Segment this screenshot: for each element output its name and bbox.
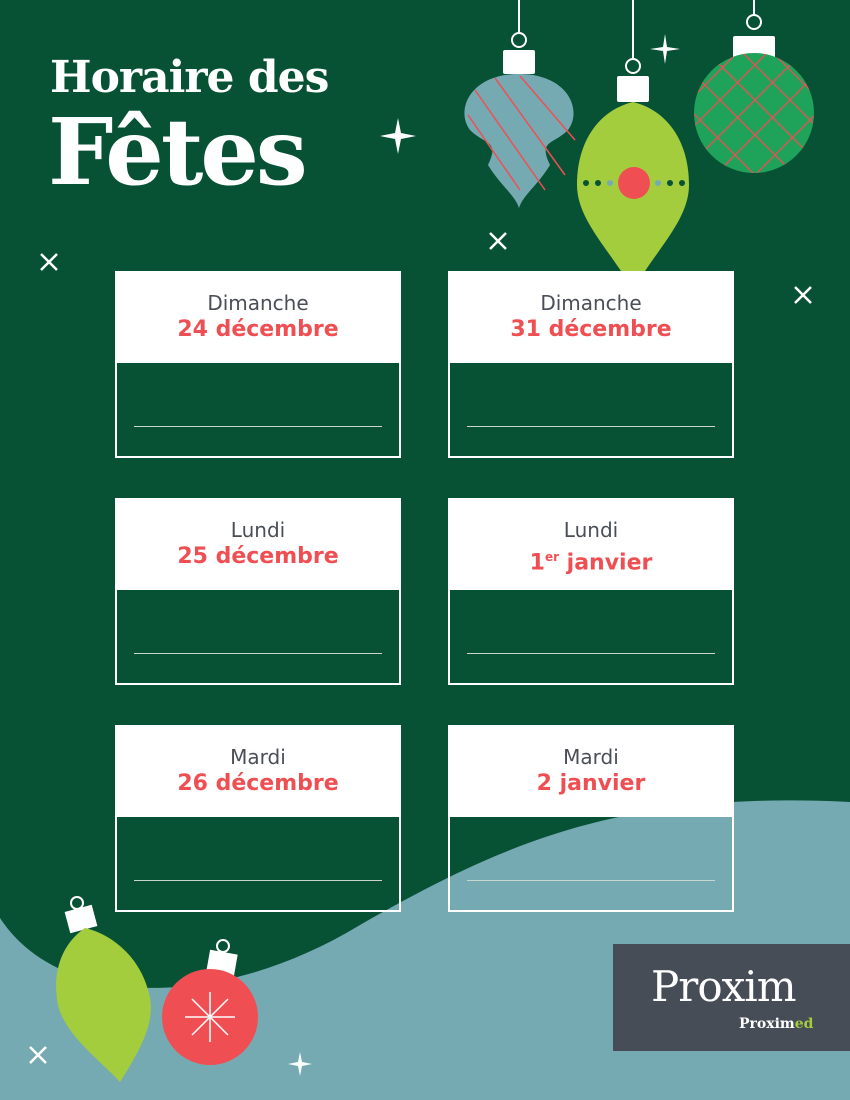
schedule-card: Lundi 1er janvier (448, 498, 734, 685)
schedule-card: Mardi 2 janvier (448, 725, 734, 912)
ornament-lime-bottom (56, 896, 151, 1082)
date-rest: janvier (559, 550, 653, 576)
day-label: Lundi (563, 518, 619, 542)
day-label: Mardi (563, 745, 619, 769)
day-label: Lundi (230, 518, 286, 542)
schedule-card: Dimanche 24 décembre (115, 271, 401, 458)
date-label: 2 janvier (536, 771, 646, 796)
logo-sub-a: Proxim (739, 1016, 795, 1032)
date-sup: er (544, 550, 559, 564)
date-label: 25 décembre (177, 544, 339, 569)
hours-line (134, 653, 382, 654)
hours-line (134, 426, 382, 427)
hours-line (467, 653, 715, 654)
logo-sub: Proximed (739, 1016, 813, 1032)
ornament-red (162, 939, 258, 1065)
sparkle-icons (288, 34, 680, 1076)
page-title: Fêtes (48, 98, 308, 206)
logo-sub-b: ed (794, 1016, 814, 1032)
cross-sparkle-icons (29, 232, 812, 1064)
title-line1: Horaire des (50, 52, 329, 103)
ornament-lime (577, 0, 689, 290)
hours-line (467, 880, 715, 881)
logo-main: Proxim (651, 962, 797, 1011)
date-label: 26 décembre (177, 771, 339, 796)
hours-line (134, 880, 382, 881)
ornament-teal (464, 0, 576, 208)
date-label: 1er janvier (450, 542, 732, 578)
date-label: 31 décembre (510, 317, 672, 342)
day-label: Dimanche (540, 291, 642, 315)
schedule-card: Mardi 26 décembre (115, 725, 401, 912)
date-num: 1 (529, 550, 545, 576)
schedule-card: Lundi 25 décembre (115, 498, 401, 685)
day-label: Mardi (230, 745, 286, 769)
schedule-card: Dimanche 31 décembre (448, 271, 734, 458)
date-label: 24 décembre (177, 317, 339, 342)
hours-line (467, 426, 715, 427)
proxim-logo: Proxim Proximed (613, 944, 850, 1051)
day-label: Dimanche (207, 291, 309, 315)
ornament-green (694, 0, 814, 173)
